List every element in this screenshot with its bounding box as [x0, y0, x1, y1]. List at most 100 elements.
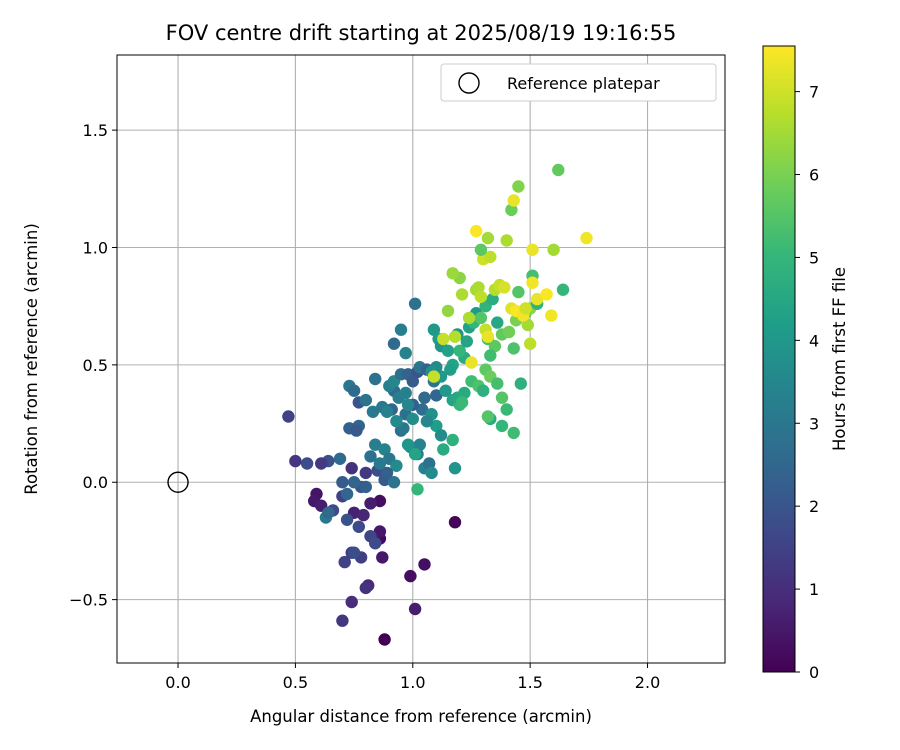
- scatter-point: [491, 377, 504, 390]
- colorbar-gradient: [763, 46, 795, 672]
- colorbar-frame: [762, 45, 796, 673]
- scatter-point: [378, 443, 391, 456]
- scatter-point: [462, 311, 476, 325]
- scatter-point: [413, 438, 426, 451]
- scatter-point: [505, 203, 518, 217]
- colorbar: 0 1 2 3 4 5 6 7 Hours from first FF file: [762, 45, 849, 682]
- scatter-point: [495, 419, 509, 433]
- scatter-point: [359, 466, 372, 480]
- scatter-point: [507, 342, 520, 355]
- colorbar-ticks: 0 1 2 3 4 5 6 7: [795, 83, 819, 682]
- scatter-point: [526, 276, 539, 289]
- scatter-point: [333, 452, 347, 465]
- scatter-point: [441, 344, 455, 357]
- scatter-point: [441, 304, 455, 318]
- scatter-point: [418, 558, 431, 571]
- y-tick-label: −0.5: [69, 591, 108, 610]
- scatter-point: [498, 281, 511, 294]
- scatter-point: [458, 386, 471, 400]
- y-tick-label: 1.5: [83, 121, 108, 140]
- scatter-point: [512, 180, 525, 193]
- scatter-point: [439, 384, 452, 397]
- scatter-point: [512, 285, 525, 299]
- x-tick-label: 1.0: [400, 673, 425, 692]
- scatter-point: [486, 292, 499, 306]
- scatter-point: [390, 415, 403, 428]
- scatter-point: [366, 405, 380, 418]
- scatter-point: [531, 292, 544, 306]
- scatter-point: [430, 419, 443, 433]
- scatter-point: [437, 443, 450, 456]
- scatter-point: [418, 391, 431, 404]
- scatter-point: [373, 525, 387, 538]
- scatter-point: [484, 349, 497, 362]
- scatter-point: [369, 372, 382, 386]
- scatter-point: [425, 466, 438, 480]
- scatter-point: [465, 356, 478, 369]
- colorbar-tick-label: 5: [809, 248, 819, 267]
- scatter-point: [427, 323, 441, 336]
- scatter-point: [322, 506, 335, 519]
- legend: Reference platepar: [440, 63, 717, 102]
- scatter-point: [556, 283, 570, 296]
- scatter-point: [378, 633, 391, 646]
- legend-circle-icon: [458, 72, 480, 94]
- scatter-point: [401, 438, 415, 451]
- scatter-point: [380, 405, 394, 418]
- scatter-point: [369, 438, 382, 451]
- scatter-point: [408, 297, 422, 310]
- scatter-point: [406, 375, 419, 388]
- scatter-point: [545, 309, 558, 322]
- scatter-point: [423, 457, 436, 470]
- x-axis-label: Angular distance from reference (arcmin): [250, 707, 592, 726]
- scatter-point: [404, 569, 417, 583]
- scatter-point: [394, 323, 408, 336]
- y-ticks: −0.5 0.0 0.5 1.0 1.5: [69, 121, 117, 610]
- scatter-point: [347, 384, 361, 397]
- scatter-point: [474, 243, 488, 256]
- plot-area: 0.0 0.5 1.0 1.5 2.0 −0.5 0.0 0.5 1.0 1.5: [69, 54, 726, 692]
- plot-frame: [116, 54, 726, 664]
- scatter-point: [481, 231, 495, 245]
- scatter-point: [336, 614, 349, 627]
- scatter-point: [289, 454, 302, 468]
- scatter-point: [340, 513, 354, 526]
- x-tick-label: 0.5: [283, 673, 308, 692]
- scatter-point: [444, 363, 457, 376]
- scatter-point: [300, 457, 314, 470]
- scatter-point: [357, 508, 370, 522]
- scatter-point: [437, 332, 450, 346]
- scatter-point: [526, 243, 539, 256]
- scatter-point: [502, 325, 516, 339]
- scatter-point: [552, 163, 565, 177]
- scatter-point: [373, 494, 387, 508]
- scatter-point: [491, 316, 504, 329]
- scatter-point: [399, 346, 412, 360]
- scatter-point: [282, 410, 295, 423]
- scatter-point: [420, 415, 434, 428]
- scatter-point: [446, 267, 459, 280]
- x-tick-label: 1.5: [517, 673, 542, 692]
- scatter-point: [401, 398, 415, 411]
- scatter-point: [364, 450, 377, 463]
- scatter-point: [387, 337, 401, 350]
- legend-entry-reference-platepar: Reference platepar: [507, 74, 660, 93]
- x-ticks: 0.0 0.5 1.0 1.5 2.0: [165, 663, 660, 692]
- chart-title: FOV centre drift starting at 2025/08/19 …: [166, 21, 677, 45]
- scatter-point: [474, 290, 488, 303]
- scatter-point: [460, 335, 473, 348]
- scatter-point: [453, 344, 466, 357]
- y-tick-label: 0.0: [83, 473, 108, 492]
- scatter-point: [376, 551, 389, 564]
- scatter-point: [448, 516, 462, 529]
- scatter-point: [315, 457, 328, 470]
- colorbar-tick-label: 3: [809, 414, 819, 433]
- scatter-point: [472, 281, 485, 294]
- scatter-point: [340, 487, 354, 501]
- colorbar-tick-label: 7: [809, 83, 819, 102]
- scatter-point: [434, 429, 448, 442]
- scatter-point: [474, 311, 488, 325]
- grid-lines: [117, 55, 725, 663]
- scatter-point: [507, 426, 520, 440]
